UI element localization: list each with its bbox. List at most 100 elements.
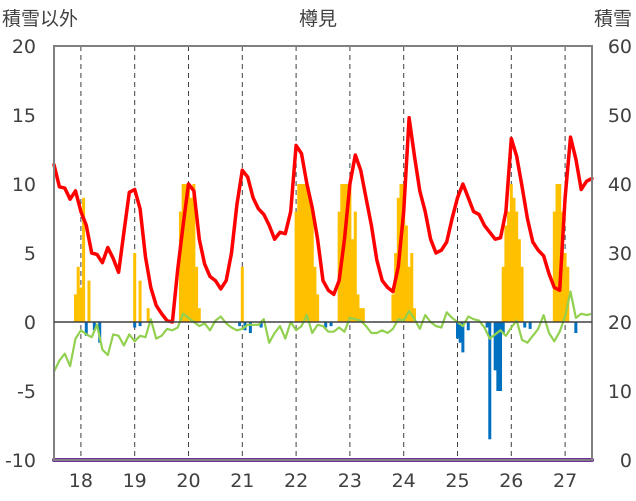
wind-bar	[259, 322, 263, 328]
wind-bar	[84, 322, 88, 336]
x-tick-label: 27	[553, 470, 577, 492]
precip-bar	[189, 197, 193, 322]
wind-bar	[329, 322, 333, 327]
precip-bar	[402, 184, 406, 322]
left-tick-label: -10	[5, 450, 36, 472]
right-tick-label: 20	[608, 312, 632, 334]
precip-bar	[133, 253, 137, 322]
precip-bar	[404, 225, 408, 322]
precip-bar	[391, 294, 395, 322]
precip-bar	[197, 308, 201, 322]
x-tick-label: 19	[123, 470, 147, 492]
precip-bar	[310, 211, 314, 322]
precip-bar	[76, 266, 80, 322]
x-tick-label: 24	[392, 470, 416, 492]
wind-bar	[133, 322, 137, 328]
wind-bar	[324, 322, 328, 328]
left-tick-label: -5	[17, 381, 36, 403]
right-axis-label: 積雪	[594, 8, 632, 30]
precip-bar	[181, 184, 185, 322]
precip-bar	[178, 211, 182, 322]
wind-bar	[248, 322, 252, 334]
wind-bar	[458, 322, 462, 343]
precip-bar	[361, 308, 365, 322]
left-tick-label: 10	[12, 174, 36, 196]
wind-bar	[461, 322, 465, 353]
right-tick-label: 10	[608, 381, 632, 403]
wind-bar	[488, 322, 492, 440]
precip-bar	[348, 184, 352, 322]
precip-bar	[240, 266, 244, 322]
precip-bar	[299, 184, 303, 322]
right-tick-label: 50	[608, 105, 632, 127]
left-axis-label: 積雪以外	[2, 8, 78, 30]
precip-bar	[138, 280, 142, 322]
wind-bar	[499, 322, 503, 391]
precip-bar	[410, 253, 414, 322]
precip-bar	[407, 266, 411, 322]
left-tick-label: 0	[24, 312, 36, 334]
gridlines	[80, 46, 566, 460]
precip-bar	[302, 184, 306, 322]
precip-bar	[74, 294, 78, 322]
precip-bar	[187, 184, 190, 322]
precip-bar	[359, 308, 363, 322]
precip-bar	[356, 294, 360, 322]
x-tick-label: 22	[284, 470, 308, 492]
precip-bar	[517, 239, 521, 322]
precip-bar	[316, 294, 320, 322]
precip-bar	[305, 184, 309, 322]
precip-bar	[412, 308, 416, 322]
precip-bar	[394, 253, 398, 322]
precip-bar	[501, 266, 505, 322]
wind-bar	[92, 322, 96, 331]
precip-bar	[515, 211, 519, 322]
series-line-humidity	[52, 290, 594, 373]
precip-bar	[512, 197, 516, 322]
precip-bar	[195, 266, 199, 322]
x-tick-label: 26	[499, 470, 523, 492]
wind-bar	[501, 322, 505, 334]
wind-bar	[138, 322, 142, 327]
x-tick-label: 18	[69, 470, 93, 492]
precip-bar	[87, 280, 91, 322]
wind-bar	[238, 322, 242, 327]
wind-bar	[493, 322, 497, 371]
precip-bar	[552, 211, 556, 322]
left-tick-label: 20	[12, 36, 36, 58]
x-tick-label: 23	[338, 470, 362, 492]
precip-bar	[504, 225, 508, 322]
precip-bar	[563, 253, 567, 322]
wind-bar	[523, 322, 527, 328]
precip-bar	[192, 184, 196, 322]
precip-bar	[343, 184, 347, 322]
precip-bar	[82, 197, 86, 322]
wind-bar	[496, 322, 500, 391]
precip-bar	[507, 211, 511, 322]
right-tick-label: 30	[608, 243, 632, 265]
chart-title: 樽見	[299, 8, 337, 30]
precip-bar	[558, 184, 562, 322]
left-tick-label: 5	[24, 243, 36, 265]
left-tick-label: 15	[12, 105, 36, 127]
wind-bar	[456, 322, 459, 339]
precip-bar	[294, 211, 298, 322]
wind-bar	[528, 322, 532, 329]
x-tick-label: 21	[230, 470, 254, 492]
x-tick-label: 25	[445, 470, 469, 492]
precip-bar	[146, 308, 150, 322]
right-tick-label: 0	[620, 450, 632, 472]
precip-bar	[509, 184, 513, 322]
precip-bar	[555, 184, 559, 322]
precip-bar	[351, 239, 355, 322]
right-tick-label: 40	[608, 174, 632, 196]
precip-bar	[184, 184, 188, 322]
x-tick-label: 20	[176, 470, 200, 492]
bars	[74, 184, 578, 440]
precip-bar	[297, 184, 301, 322]
wind-bar	[466, 322, 470, 331]
plot-frame	[53, 45, 593, 461]
precip-bar	[308, 197, 312, 322]
